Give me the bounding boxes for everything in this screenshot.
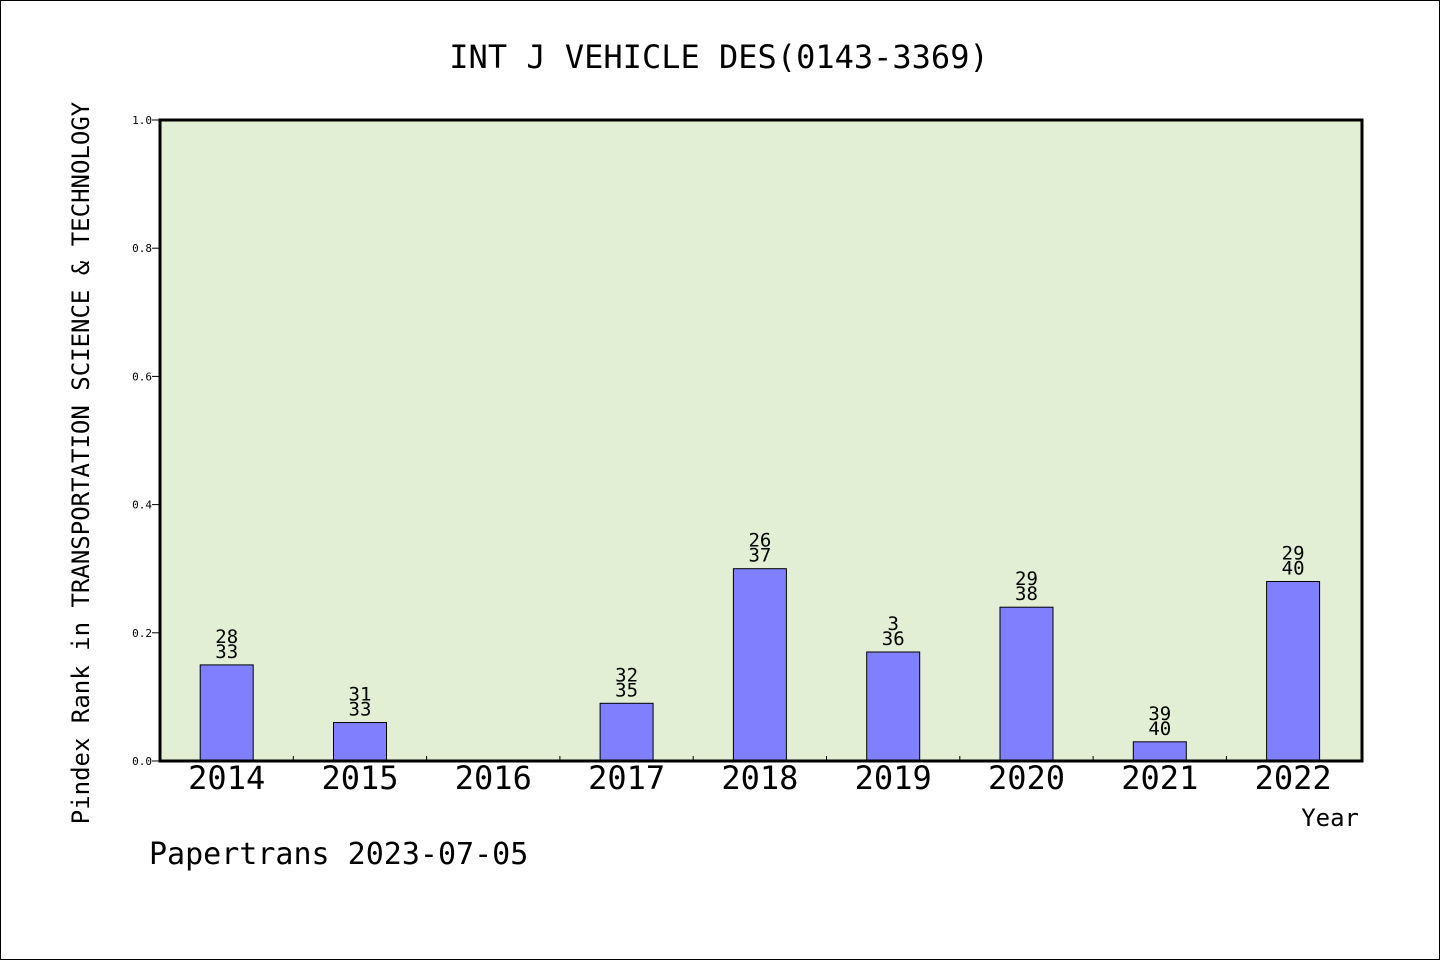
bar-2019 xyxy=(866,651,921,762)
x-tick-label-2019: 2019 xyxy=(855,759,932,797)
bar-rank-label-bottom-2019: 36 xyxy=(882,628,905,650)
bar-2018 xyxy=(732,568,787,762)
chart-title: INT J VEHICLE DES(0143-3369) xyxy=(449,38,988,76)
bar-rank-label-bottom-2020: 38 xyxy=(1015,583,1038,605)
plot-frame xyxy=(158,118,1364,763)
y-axis: 0.0 0.2 0.4 0.6 0.8 1.0 xyxy=(132,114,160,768)
bar-2022 xyxy=(1266,581,1321,762)
y-tick-label-0.4: 0.4 xyxy=(132,499,152,512)
x-tick-label-2016: 2016 xyxy=(455,759,532,797)
bars-group xyxy=(199,568,1321,762)
y-tick-label-0.8: 0.8 xyxy=(132,242,152,255)
bar-2017 xyxy=(599,702,654,762)
bar-2014 xyxy=(199,664,254,762)
bar-rank-label-bottom-2017: 35 xyxy=(615,679,638,701)
x-tick-label-2017: 2017 xyxy=(588,759,665,797)
bar-rank-label-top-2022: 29 xyxy=(1282,543,1305,565)
bar-2015 xyxy=(333,722,387,762)
x-tick-label-2021: 2021 xyxy=(1121,759,1198,797)
y-tick-label-0.6: 0.6 xyxy=(132,370,152,383)
bar-rank-label-bottom-2022: 40 xyxy=(1282,558,1305,580)
bar-rank-label-top-2021: 39 xyxy=(1148,703,1171,725)
x-tick-label-2014: 2014 xyxy=(188,759,265,797)
x-tick-label-2022: 2022 xyxy=(1255,759,1332,797)
x-axis-label: Year xyxy=(1301,804,1359,832)
y-axis-label: Pindex Rank in TRANSPORTATION SCIENCE & … xyxy=(67,101,95,824)
bar-2020 xyxy=(999,606,1054,762)
bar-rank-label-bottom-2014: 33 xyxy=(215,641,238,663)
y-tick-label-0.2: 0.2 xyxy=(132,627,152,640)
x-tick-label-2015: 2015 xyxy=(321,759,398,797)
footer-credit: Papertrans 2023-07-05 xyxy=(149,837,528,872)
y-tick-label-0.0: 0.0 xyxy=(132,755,152,768)
bar-rank-label-top-2020: 29 xyxy=(1015,568,1038,590)
x-tick-label-2018: 2018 xyxy=(721,759,798,797)
bar-rank-label-bottom-2018: 37 xyxy=(748,545,771,567)
x-tick-label-2020: 2020 xyxy=(988,759,1065,797)
x-axis: 2014 2015 2016 2017 2018 2019 2020 2021 2022 xyxy=(188,756,1332,797)
bar-rank-label-bottom-2015: 33 xyxy=(349,699,372,721)
bar-rank-label-top-2018: 26 xyxy=(748,530,771,552)
bar-rank-label-top-2019: 3 xyxy=(887,613,898,635)
bar-rank-label-top-2014: 28 xyxy=(215,626,238,648)
y-tick-label-1.0: 1.0 xyxy=(132,114,152,127)
bar-rank-label-bottom-2021: 40 xyxy=(1148,718,1171,740)
bar-rank-label-top-2015: 31 xyxy=(349,684,372,706)
bar-rank-label-top-2017: 32 xyxy=(615,664,638,686)
